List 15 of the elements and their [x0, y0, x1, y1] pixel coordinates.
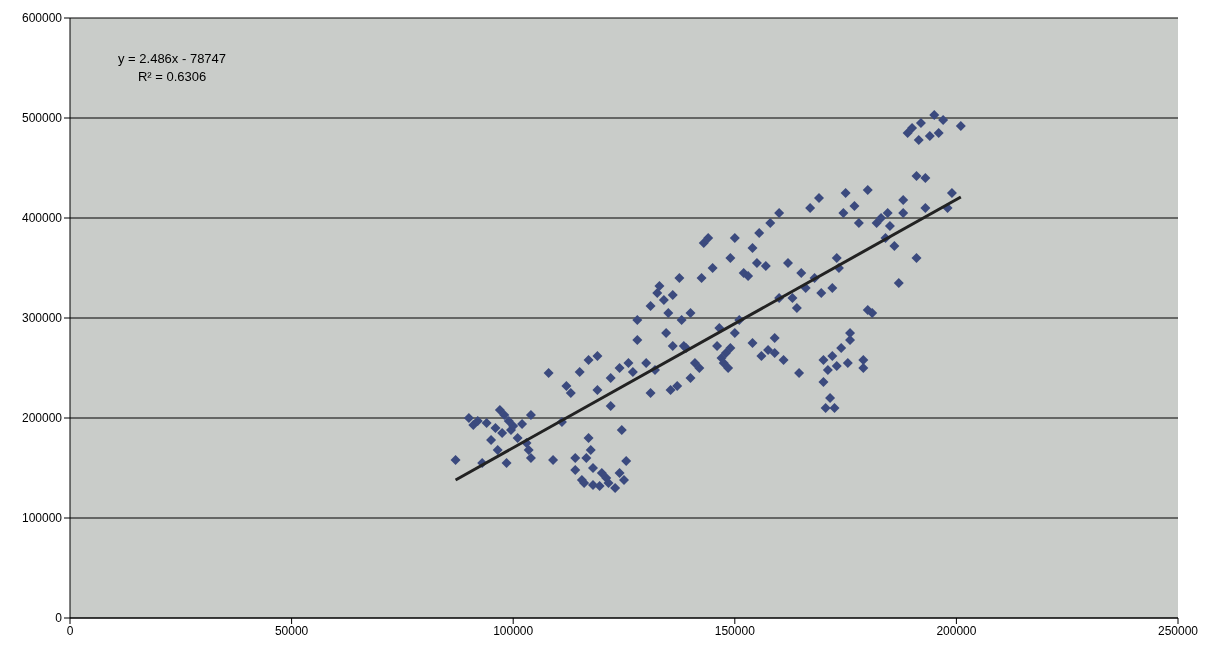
x-tick-label: 250000: [1157, 623, 1199, 638]
y-tick-label: 0: [55, 611, 63, 626]
x-tick-label: 100000: [493, 623, 534, 638]
y-tick-label: 100000: [21, 511, 63, 526]
y-tick-label: 600000: [21, 11, 63, 26]
y-tick-label: 500000: [21, 111, 63, 126]
annotation: y = 2.486x - 78747: [118, 50, 227, 68]
y-tick-label: 200000: [21, 411, 63, 426]
x-tick-label: 200000: [936, 623, 977, 638]
x-tick-label: 50000: [274, 623, 309, 638]
x-tick-label: 0: [66, 623, 74, 638]
x-tick-label: 150000: [714, 623, 756, 638]
annotation: R² = 0.6306: [136, 68, 208, 86]
y-tick-label: 400000: [21, 211, 63, 226]
y-tick-label: 300000: [21, 311, 63, 326]
